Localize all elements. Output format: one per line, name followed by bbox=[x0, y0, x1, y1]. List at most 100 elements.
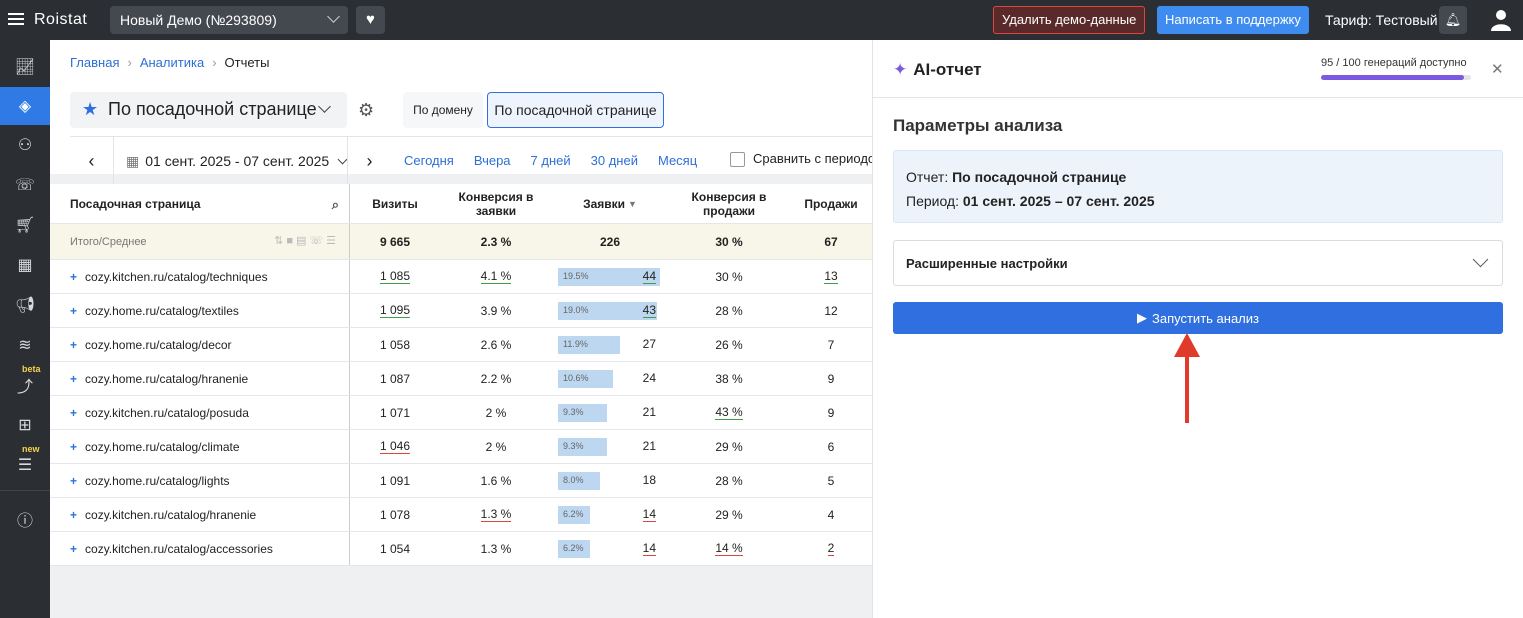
period-month[interactable]: Месяц bbox=[657, 153, 698, 168]
gear-icon[interactable]: ⚙ bbox=[358, 100, 375, 120]
sidebar-item-calltracking[interactable]: ☏ bbox=[0, 166, 50, 204]
sidebar-item-calendar[interactable]: ▦ bbox=[0, 246, 50, 284]
header-sales[interactable]: Продажи bbox=[804, 196, 858, 211]
panel-title: ✦ AI-отчет bbox=[893, 60, 982, 79]
header-visits[interactable]: Визиты bbox=[372, 196, 418, 211]
header-requests[interactable]: Заявки ▼ bbox=[583, 196, 637, 211]
table-row: + cozy.kitchen.ru/catalog/hranenie 1 078 … bbox=[50, 498, 872, 532]
health-icon[interactable]: ♥ bbox=[356, 6, 385, 34]
sidebar-item-marketing[interactable]: 📢︎ bbox=[0, 286, 50, 324]
user-icon[interactable] bbox=[1490, 8, 1512, 32]
landing-page-cell[interactable]: + cozy.home.ru/catalog/lights bbox=[50, 464, 350, 497]
sidebar-divider bbox=[0, 490, 50, 491]
conversion-cell: 1.3 % bbox=[480, 507, 512, 522]
menu-icon[interactable] bbox=[8, 10, 24, 30]
visits-cell: 1 078 bbox=[379, 507, 411, 522]
total-requests: 226 bbox=[599, 234, 621, 249]
expand-icon[interactable]: + bbox=[70, 507, 78, 522]
phone-icon: ☏ bbox=[14, 177, 35, 194]
quota-progress-bar bbox=[1321, 75, 1471, 80]
generation-quota: 95 / 100 генераций доступно bbox=[1321, 57, 1471, 80]
requests-cell: 10.6% 24 bbox=[552, 362, 668, 395]
project-selector[interactable]: Новый Демо (№293809) bbox=[110, 6, 348, 34]
expand-icon[interactable]: + bbox=[70, 439, 78, 454]
run-analysis-button[interactable]: ▶ Запустить анализ bbox=[893, 302, 1503, 334]
compare-period-checkbox[interactable]: Сравнить с периодом bbox=[730, 151, 884, 168]
requests-cell: 8.0% 18 bbox=[552, 464, 668, 497]
tab-by-domain[interactable]: По домену bbox=[403, 92, 483, 128]
delete-demo-button[interactable]: Удалить демо-данные bbox=[993, 6, 1146, 34]
landing-page-cell[interactable]: + cozy.kitchen.ru/catalog/techniques bbox=[50, 260, 350, 293]
sidebar-item-beta[interactable]: beta ⤴ bbox=[0, 364, 50, 404]
advanced-settings-accordion[interactable]: Расширенные настройки bbox=[893, 240, 1503, 286]
period-7-days[interactable]: 7 дней bbox=[530, 153, 571, 168]
logo[interactable]: Roistat bbox=[34, 11, 88, 28]
tab-by-landing-page[interactable]: По посадочной странице bbox=[487, 92, 664, 128]
header-page[interactable]: Посадочная страница ⌕ bbox=[50, 184, 350, 223]
beta-badge: beta bbox=[22, 364, 41, 374]
expand-icon[interactable]: + bbox=[70, 371, 78, 386]
share-bar: 10.6% bbox=[558, 370, 613, 388]
panel-header: ✦ AI-отчет 95 / 100 генераций доступно ✕ bbox=[873, 40, 1523, 98]
sales-cell: 5 bbox=[827, 473, 835, 488]
table-row: + cozy.home.ru/catalog/hranenie 1 087 2.2… bbox=[50, 362, 872, 396]
report-selector[interactable]: ★ По посадочной странице bbox=[70, 92, 347, 128]
header-conversion[interactable]: Конверсия в заявки bbox=[458, 189, 534, 218]
sidebar-item-structure[interactable]: ⚇ bbox=[0, 126, 50, 164]
main-area: Главная › Аналитика › Отчеты ★ По посадочной… bbox=[50, 40, 884, 618]
sidebar-item-dashboard[interactable]: 📈︎ bbox=[0, 48, 50, 86]
period-today[interactable]: Сегодня bbox=[404, 153, 454, 168]
expand-icon[interactable]: + bbox=[70, 303, 78, 318]
analysis-params-title: Параметры анализа bbox=[893, 116, 1063, 135]
total-conversion: 2.3 % bbox=[480, 234, 512, 249]
breadcrumb-home[interactable]: Главная bbox=[70, 55, 120, 70]
sidebar-item-analytics[interactable]: ◈ bbox=[0, 87, 50, 125]
checkbox[interactable] bbox=[730, 152, 745, 168]
sidebar-item-stack[interactable]: ≋ bbox=[0, 326, 50, 364]
share-bar: 8.0% bbox=[558, 472, 600, 490]
landing-page-cell[interactable]: + cozy.kitchen.ru/catalog/accessories bbox=[50, 532, 350, 565]
landing-page-cell[interactable]: + cozy.home.ru/catalog/hranenie bbox=[50, 362, 350, 395]
next-period-button[interactable]: › bbox=[347, 137, 391, 185]
calendar-icon: ▦ bbox=[126, 153, 140, 169]
sidebar-item-info[interactable]: ⓘ bbox=[0, 500, 50, 538]
cart-icon: 🛒︎ bbox=[14, 217, 36, 234]
date-range-picker[interactable]: ▦ 01 сент. 2025 - 07 сент. 2025 bbox=[126, 153, 348, 170]
star-icon[interactable]: ★ bbox=[82, 99, 99, 119]
period-30-days[interactable]: 30 дней bbox=[590, 153, 638, 168]
expand-icon[interactable]: + bbox=[70, 269, 78, 284]
landing-page-cell[interactable]: + cozy.kitchen.ru/catalog/posuda bbox=[50, 396, 350, 429]
close-icon[interactable]: ✕ bbox=[1491, 61, 1504, 78]
date-range-value: 01 сент. 2025 - 07 сент. 2025 bbox=[145, 153, 330, 169]
expand-icon[interactable]: + bbox=[70, 541, 78, 556]
sales-cell: 9 bbox=[827, 405, 835, 420]
share-bar: 9.3% bbox=[558, 404, 607, 422]
period-yesterday[interactable]: Вчера bbox=[473, 153, 511, 168]
sidebar-item-integrations[interactable]: ⊞ bbox=[0, 406, 50, 444]
report-toolbar: Главная › Аналитика › Отчеты ★ По посадочной… bbox=[50, 40, 872, 174]
expand-icon[interactable]: + bbox=[70, 473, 78, 488]
search-icon[interactable]: ⌕ bbox=[331, 197, 339, 212]
landing-page-cell[interactable]: + cozy.kitchen.ru/catalog/hranenie bbox=[50, 498, 350, 531]
row-tools-icons[interactable]: ⇅■▤☏☰ bbox=[274, 235, 339, 247]
expand-icon[interactable]: + bbox=[70, 337, 78, 352]
tariff-label[interactable]: Тариф: Тестовый bbox=[1325, 12, 1438, 28]
growth-icon: ⤴ bbox=[16, 379, 33, 396]
breadcrumb-current: Отчеты bbox=[224, 55, 270, 70]
bell-icon[interactable]: 🔔︎ bbox=[1439, 6, 1467, 34]
header-sales-conversion[interactable]: Конверсия в продажи bbox=[691, 189, 767, 218]
prev-period-button[interactable]: ‹ bbox=[70, 137, 114, 185]
total-sales-conversion: 30 % bbox=[715, 234, 743, 249]
quick-periods: Сегодня Вчера 7 дней 30 дней Месяц bbox=[404, 153, 717, 168]
breadcrumb-analytics[interactable]: Аналитика bbox=[139, 55, 205, 70]
landing-page-cell[interactable]: + cozy.home.ru/catalog/textiles bbox=[50, 294, 350, 327]
sidebar-item-orders[interactable]: 🛒︎ bbox=[0, 206, 50, 244]
landing-page-cell[interactable]: + cozy.home.ru/catalog/decor bbox=[50, 328, 350, 361]
expand-icon[interactable]: + bbox=[70, 405, 78, 420]
sales-conversion-cell: 28 % bbox=[715, 303, 743, 318]
landing-page-cell[interactable]: + cozy.home.ru/catalog/climate bbox=[50, 430, 350, 463]
quota-progress-fill bbox=[1321, 75, 1464, 80]
sidebar-item-new[interactable]: new ☰ bbox=[0, 444, 50, 484]
support-button[interactable]: Написать в поддержку bbox=[1157, 6, 1309, 34]
table-row: + cozy.home.ru/catalog/lights 1 091 1.6 %… bbox=[50, 464, 872, 498]
